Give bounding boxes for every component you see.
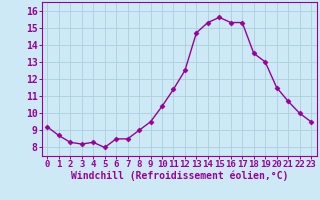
X-axis label: Windchill (Refroidissement éolien,°C): Windchill (Refroidissement éolien,°C) (70, 171, 288, 181)
